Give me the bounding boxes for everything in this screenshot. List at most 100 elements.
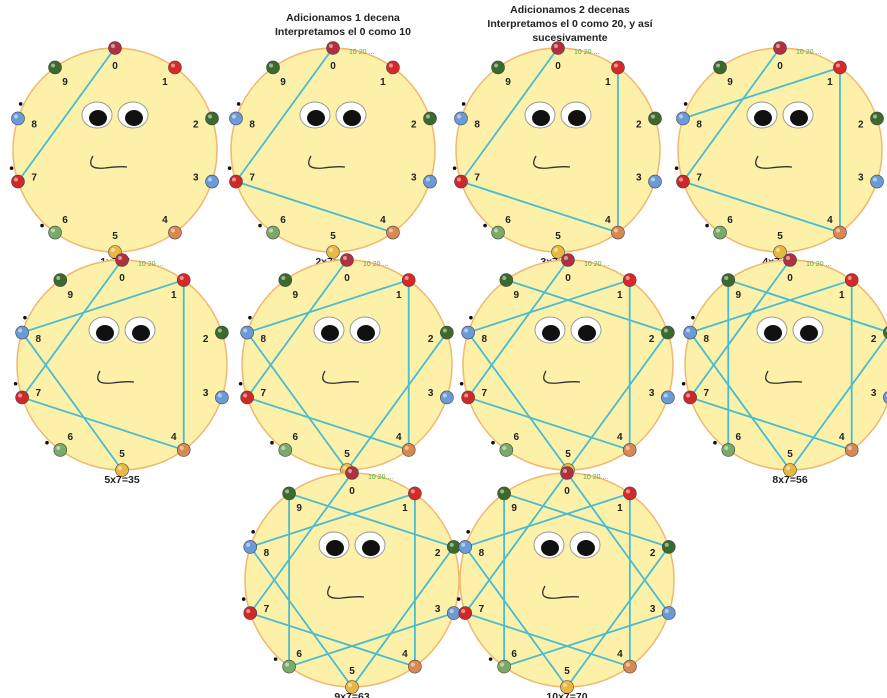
smile-icon — [755, 155, 793, 169]
right-eye-icon — [792, 316, 824, 344]
dot-marker — [227, 166, 232, 171]
digit-label: 7 — [696, 172, 702, 183]
digit-label: 0 — [119, 273, 125, 284]
right-eye-icon — [335, 101, 367, 129]
pin-icon — [676, 174, 690, 189]
tens-hint-label: 10 20 ... — [368, 474, 393, 481]
pin-icon — [240, 390, 254, 405]
pin-icon — [844, 443, 859, 457]
pin-icon — [454, 111, 468, 126]
pin-icon — [622, 443, 637, 457]
pin-icon — [115, 463, 129, 477]
pin-icon — [648, 174, 662, 189]
digit-label: 2 — [636, 120, 642, 131]
equation-caption: 10x7=70 — [546, 691, 587, 698]
digit-label: 9 — [280, 77, 286, 88]
pin-icon — [561, 253, 575, 267]
digit-label: 8 — [482, 334, 488, 345]
pin-icon — [48, 60, 62, 75]
digit-label: 4 — [396, 432, 402, 443]
pin-icon — [240, 325, 254, 340]
pin-icon — [870, 111, 884, 126]
digit-label: 8 — [696, 120, 702, 131]
smile-icon — [765, 370, 803, 384]
digit-label: 7 — [36, 388, 42, 399]
digit-label: 3 — [858, 172, 864, 183]
digit-label: 0 — [564, 486, 570, 497]
sequence-line — [467, 396, 630, 451]
header-line: Interpretamos el 0 como 20, y así — [487, 18, 653, 30]
pin-icon — [115, 253, 129, 267]
header-line: Adicionamos 2 decenas — [510, 4, 630, 16]
tens-hint-label: 10 20 ... — [138, 261, 163, 268]
digit-label: 6 — [280, 215, 286, 226]
sequence-line — [246, 259, 348, 398]
sequence-line — [464, 612, 631, 668]
sequence-line — [346, 332, 448, 471]
face-circle — [241, 259, 453, 471]
right-eye-icon — [570, 316, 602, 344]
dot-marker — [491, 440, 495, 445]
pin-icon — [243, 540, 258, 554]
pin-icon — [15, 325, 29, 340]
pin-icon — [499, 273, 514, 287]
sequence-line — [21, 396, 184, 451]
digit-label: 7 — [479, 604, 485, 615]
digit-label: 3 — [435, 604, 441, 615]
sequence-line — [689, 332, 791, 471]
smile-icon — [533, 155, 571, 169]
digit-label: 6 — [62, 215, 68, 226]
pin-icon — [458, 606, 473, 620]
tens-hint-label: 10 20 ... — [349, 49, 374, 56]
smile-icon — [322, 370, 360, 384]
sequence-line — [503, 612, 670, 668]
pin-icon — [229, 111, 243, 126]
face-circle — [244, 472, 460, 688]
pin-icon — [345, 680, 359, 694]
digit-label: 9 — [62, 77, 68, 88]
right-eye-icon — [117, 101, 149, 129]
tens-hint-label: 10 20 ... — [584, 261, 609, 268]
pin-icon — [176, 443, 191, 457]
sequence-line — [566, 472, 670, 614]
dot-marker — [683, 102, 688, 106]
pin-icon — [53, 443, 68, 457]
face-circle — [16, 259, 228, 471]
digit-label: 5 — [112, 231, 118, 242]
digit-label: 1 — [617, 503, 623, 514]
pin-icon — [461, 390, 475, 405]
pin-icon — [15, 390, 29, 405]
digit-label: 5 — [565, 449, 571, 460]
dot-marker — [705, 223, 709, 228]
digit-label: 4 — [402, 649, 408, 660]
digit-label: 0 — [112, 61, 118, 72]
number-circle: 0 1 2 3 4 5 6 7 8 9 10 20 ... 5x7=35 — [13, 253, 229, 486]
dot-marker — [9, 166, 14, 171]
left-eye-icon — [88, 316, 120, 344]
dot-marker — [713, 440, 717, 445]
dot-marker — [248, 315, 252, 320]
dot-marker — [238, 381, 243, 386]
digit-label: 4 — [162, 215, 168, 226]
sequence-line — [351, 546, 455, 688]
digit-label: 7 — [264, 604, 270, 615]
pin-icon — [713, 225, 727, 240]
digit-label: 9 — [292, 290, 298, 301]
digit-label: 5 — [330, 231, 336, 242]
dot-marker — [452, 166, 457, 171]
left-eye-icon — [524, 101, 556, 129]
face-circle — [455, 47, 661, 253]
pin-icon — [491, 60, 505, 75]
header-line: Adicionamos 1 decena — [286, 12, 400, 24]
dot-marker — [270, 440, 274, 445]
sequence-line — [467, 332, 569, 471]
equation-caption: 5x7=35 — [104, 474, 139, 486]
dot-marker — [681, 381, 686, 386]
digit-label: 3 — [649, 388, 655, 399]
digit-label: 3 — [428, 388, 434, 399]
digit-label: 7 — [261, 388, 267, 399]
sequence-line — [467, 279, 630, 334]
